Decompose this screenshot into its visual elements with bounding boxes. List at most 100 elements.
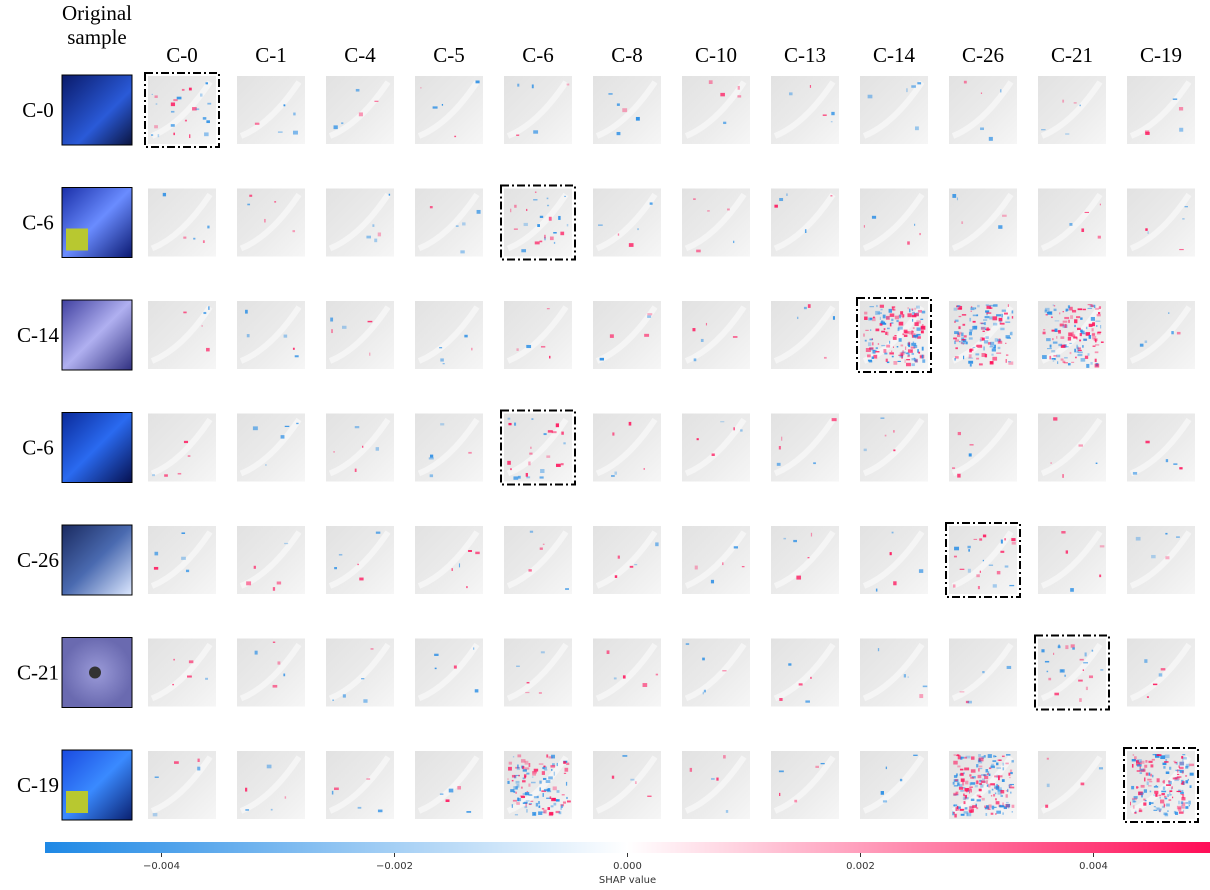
- attribution-speck: [556, 799, 560, 801]
- attribution-speck: [966, 342, 968, 345]
- attribution-speck: [512, 780, 514, 781]
- attribution-speck: [1000, 790, 1004, 793]
- attribution-speck: [726, 810, 728, 813]
- attribution-speck: [1160, 800, 1164, 804]
- attribution-speck: [1002, 779, 1005, 782]
- attribution-speck: [912, 310, 913, 311]
- attribution-speck: [1092, 333, 1095, 335]
- attribution-speck: [554, 803, 557, 806]
- attribution-speck: [971, 311, 972, 312]
- attribution-speck: [1012, 805, 1015, 808]
- attribution-speck: [896, 320, 898, 322]
- attribution-speck: [692, 328, 695, 331]
- attribution-speck: [1150, 774, 1152, 777]
- attribution-speck: [909, 309, 910, 313]
- attribution-speck: [706, 323, 707, 325]
- attribution-speck: [967, 546, 970, 548]
- attribution-speck: [1002, 215, 1007, 217]
- attribution-speck: [1173, 98, 1177, 99]
- attribution-speck: [566, 763, 569, 765]
- attribution-speck: [186, 570, 189, 572]
- attribution-speck: [331, 329, 333, 333]
- attribution-speck: [982, 798, 985, 801]
- attribution-speck: [540, 476, 544, 478]
- attribution-speck: [1080, 317, 1082, 319]
- attribution-speck: [899, 338, 902, 342]
- attribution-speck: [549, 356, 550, 359]
- attribution-speck: [1153, 794, 1155, 795]
- attribution-speck: [1001, 795, 1003, 797]
- attribution-speck: [563, 762, 564, 764]
- attribution-speck: [993, 584, 997, 587]
- attribution-speck: [203, 312, 206, 314]
- colorbar-tick-label: −0.004: [143, 861, 180, 872]
- attribution-speck: [513, 476, 518, 479]
- attribution-speck: [969, 787, 973, 788]
- attribution-speck: [988, 784, 990, 788]
- attribution-speck: [702, 658, 705, 661]
- attribution-speck: [911, 343, 916, 346]
- attribution-speck: [981, 327, 985, 330]
- attribution-speck: [517, 84, 519, 87]
- attribution-speck: [967, 813, 969, 815]
- attribution-speck: [1047, 348, 1052, 349]
- attribution-speck: [271, 809, 273, 811]
- attribution-speck: [709, 80, 713, 84]
- original-label: Original: [62, 1, 132, 25]
- attribution-speck: [636, 117, 640, 121]
- attribution-speck: [359, 578, 363, 581]
- attribution-speck: [693, 199, 696, 200]
- attribution-speck: [536, 803, 538, 807]
- attribution-speck: [1007, 789, 1008, 792]
- attribution-speck: [898, 328, 900, 331]
- attribution-speck: [892, 309, 895, 310]
- attribution-speck: [277, 582, 281, 585]
- attribution-speck: [189, 660, 193, 663]
- attribution-speck: [977, 305, 980, 307]
- attribution-speck: [274, 201, 276, 202]
- attribution-speck: [189, 88, 192, 91]
- attribution-speck: [972, 805, 977, 808]
- attribution-speck: [1140, 766, 1141, 769]
- attribution-speck: [1083, 309, 1086, 310]
- attribution-speck: [1179, 128, 1183, 132]
- attribution-speck: [1166, 784, 1171, 786]
- attribution-speck: [1145, 441, 1149, 444]
- attribution-speck: [534, 813, 536, 814]
- attribution-speck: [529, 803, 532, 804]
- attribution-speck: [528, 783, 530, 786]
- attribution-speck: [630, 779, 634, 781]
- attribution-speck: [788, 663, 791, 665]
- attribution-speck: [889, 309, 892, 313]
- attribution-speck: [1080, 659, 1084, 661]
- attribution-speck: [1181, 756, 1183, 759]
- attribution-speck: [891, 351, 892, 353]
- attribution-speck: [556, 464, 561, 467]
- attribution-speck: [976, 764, 978, 767]
- attribution-speck: [962, 782, 964, 786]
- attribution-speck: [904, 330, 908, 333]
- attribution-speck: [985, 336, 988, 339]
- attribution-speck: [283, 674, 285, 677]
- attribution-speck: [1100, 204, 1101, 206]
- attribution-speck: [810, 85, 811, 88]
- attribution-speck: [962, 339, 966, 340]
- attribution-speck: [954, 556, 957, 558]
- attribution-speck: [997, 775, 998, 778]
- attribution-speck: [975, 307, 976, 309]
- attribution-speck: [378, 232, 381, 236]
- attribution-speck: [799, 683, 803, 685]
- row-label: C-19: [17, 773, 59, 797]
- attribution-speck: [957, 474, 960, 478]
- attribution-speck: [618, 233, 619, 235]
- attribution-speck: [970, 348, 974, 351]
- attribution-speck: [1179, 107, 1183, 110]
- attribution-speck: [508, 767, 512, 771]
- attribution-speck: [507, 461, 511, 465]
- attribution-speck: [273, 587, 275, 591]
- attribution-speck: [996, 767, 1001, 769]
- attribution-speck: [512, 775, 516, 778]
- attribution-speck: [1146, 773, 1149, 776]
- attribution-speck: [516, 802, 520, 805]
- attribution-speck: [969, 329, 973, 332]
